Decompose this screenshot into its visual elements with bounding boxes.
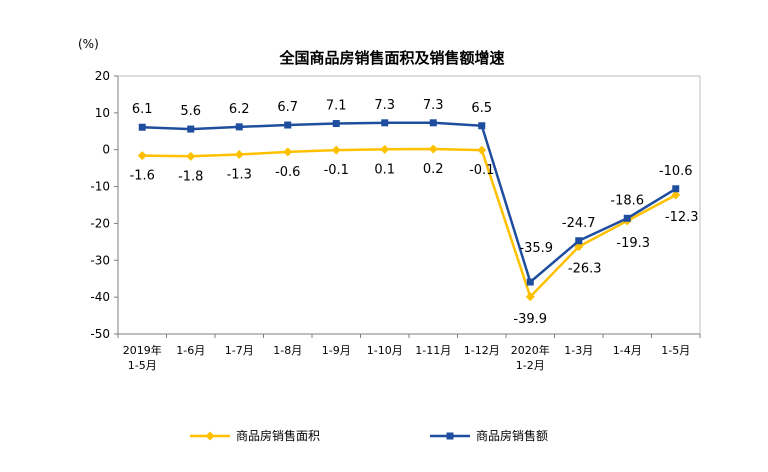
data-point (428, 144, 438, 154)
data-point (187, 125, 195, 133)
data-point (186, 151, 196, 161)
data-label: -26.3 (568, 262, 602, 277)
data-label: -39.9 (513, 312, 547, 327)
chart-title: 全国商品房销售面积及销售额增速 (278, 49, 504, 67)
x-tick-label: 1-5月 (661, 344, 690, 357)
data-point (284, 121, 292, 129)
data-label: -19.3 (616, 236, 650, 251)
data-point (429, 119, 437, 127)
data-point (137, 151, 147, 161)
data-label: -18.6 (610, 193, 644, 208)
data-point (477, 145, 487, 155)
y-tick-label: -30 (90, 253, 110, 267)
data-label: -0.1 (324, 163, 349, 178)
axes: 20 10 0 -10 -20 -30 -40 -50 2019年 1-5月 1-6月 1-7月 1-8… (90, 69, 701, 372)
x-tick-label: 1-4月 (613, 344, 642, 357)
series-layer (137, 119, 681, 302)
data-point (623, 214, 631, 222)
legend-marker (446, 432, 454, 440)
data-label: -1.3 (227, 168, 252, 183)
x-tick-label: 1-10月 (367, 344, 403, 357)
x-tick-label: 1-8月 (273, 344, 302, 357)
data-point (138, 123, 146, 131)
data-label: -0.1 (469, 163, 494, 178)
data-label: 7.3 (423, 98, 444, 113)
data-point (381, 119, 389, 127)
x-tick-label: 1-9月 (322, 344, 351, 357)
data-label: -1.6 (130, 169, 155, 184)
data-point (526, 278, 534, 286)
data-label: 0.2 (423, 162, 444, 177)
legend-label: 商品房销售面积 (236, 428, 320, 443)
data-label: -35.9 (519, 241, 553, 256)
data-point (283, 147, 293, 157)
data-point (525, 292, 535, 302)
data-label: -1.8 (178, 169, 203, 184)
data-label: -24.7 (562, 216, 596, 231)
y-tick-label: -50 (90, 327, 110, 341)
legend-label: 商品房销售额 (476, 428, 548, 443)
legend: 商品房销售面积 商品房销售额 (190, 428, 548, 443)
x-tick-label: 2019年 1-5月 (123, 343, 162, 372)
data-point (234, 150, 244, 160)
x-tick-label: 1-11月 (415, 344, 451, 357)
data-label: 6.2 (229, 102, 250, 117)
data-point (380, 144, 390, 154)
data-label: -12.3 (665, 210, 699, 225)
x-tick-label: 1-7月 (225, 344, 254, 357)
data-label: 6.7 (277, 100, 298, 115)
x-tick-label: 1-12月 (464, 344, 500, 357)
y-tick-label: 0 (102, 143, 110, 157)
y-tick-label: -40 (90, 290, 110, 304)
series-line-2 (142, 121, 677, 284)
data-label: 0.1 (374, 162, 395, 177)
series-line-1 (142, 147, 677, 299)
y-tick-label: -20 (90, 216, 110, 230)
data-label: 5.6 (180, 104, 201, 119)
data-point (332, 120, 340, 128)
data-point (574, 242, 584, 252)
data-point (478, 122, 486, 130)
y-tick-label: -10 (90, 180, 110, 194)
data-label: -10.6 (659, 164, 693, 179)
data-point (331, 145, 341, 155)
x-tick-label: 2020年 1-2月 (511, 343, 550, 372)
data-label: 6.5 (471, 101, 492, 116)
y-axis-unit: (%) (78, 37, 99, 51)
data-label: 7.3 (374, 98, 395, 113)
data-point (672, 185, 680, 193)
y-tick-label: 10 (95, 106, 110, 120)
data-label: 6.1 (132, 102, 153, 117)
data-label: -0.6 (275, 165, 300, 180)
data-point (671, 190, 681, 200)
data-point (575, 237, 583, 245)
x-tick-label: 1-3月 (564, 344, 593, 357)
data-label: 7.1 (326, 99, 347, 114)
data-point (235, 123, 243, 131)
y-tick-label: 20 (95, 69, 110, 83)
data-labels: -1.6 -1.8 -1.3 -0.6 -0.1 0.1 0.2 -0.1 -39.9 -26.3… (130, 98, 699, 327)
x-tick-label: 1-6月 (176, 344, 205, 357)
legend-marker (205, 431, 215, 441)
